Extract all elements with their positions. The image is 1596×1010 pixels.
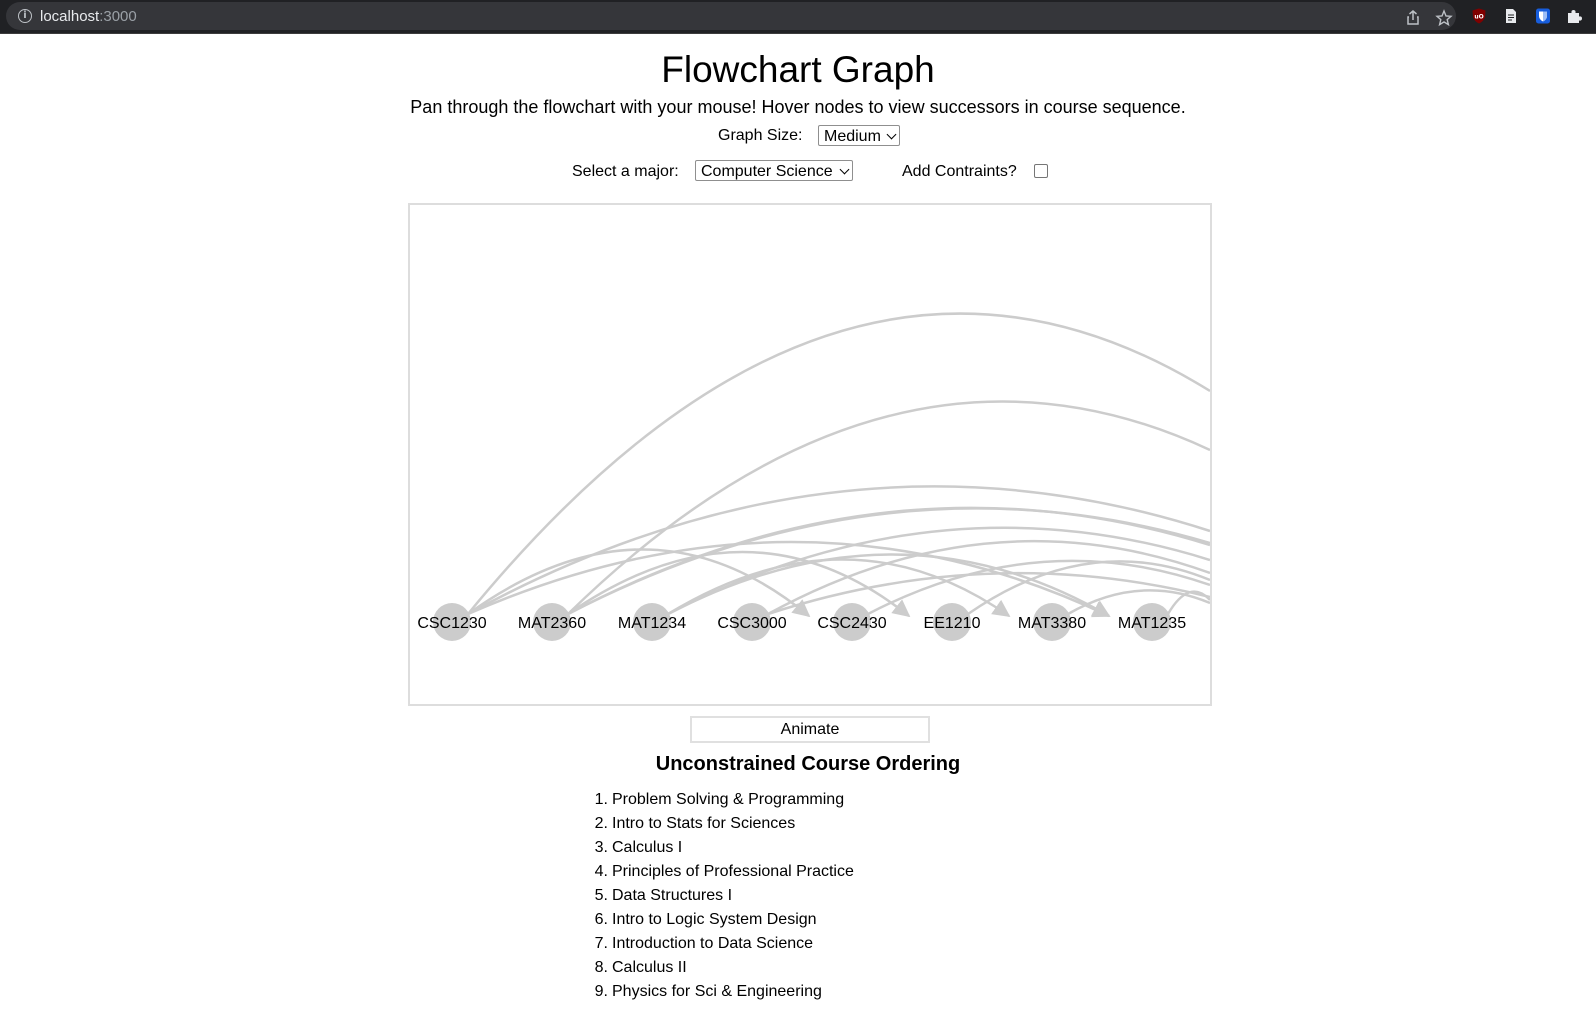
address-bar[interactable]: i localhost:3000	[6, 2, 1456, 30]
page-subtitle: Pan through the flowchart with your mous…	[410, 97, 1186, 117]
graph-edge	[667, 553, 1111, 618]
course-number: 9.	[594, 983, 608, 1000]
graph-edge	[467, 548, 811, 618]
graph-edge	[867, 559, 1210, 616]
graph-node-label: MAT2360	[518, 615, 586, 632]
course-list-item: 6. Intro to Logic System Design	[590, 908, 854, 932]
graph-node-circle[interactable]	[933, 603, 971, 641]
graph-node-label: CSC1230	[417, 615, 486, 632]
graph-node-mat1235[interactable]: MAT1235	[1118, 603, 1186, 641]
extensions-puzzle-icon[interactable]	[1565, 7, 1583, 25]
course-number: 2.	[594, 815, 608, 832]
course-list-item: 9. Physics for Sci & Engineering	[590, 980, 854, 1004]
graph-size-select[interactable]: Medium	[818, 125, 900, 146]
graph-edges	[467, 312, 1210, 618]
course-number: 8.	[594, 959, 608, 976]
course-ordering-list: 1. Problem Solving & Programming 2. Intro t…	[590, 788, 854, 1004]
graph-edge	[1067, 589, 1210, 616]
course-list-item: 7. Introduction to Data Science	[590, 932, 854, 956]
url-text: localhost:3000	[40, 8, 137, 25]
animate-button[interactable]: Animate	[690, 716, 930, 743]
graph-node-csc3000[interactable]: CSC3000	[717, 603, 787, 641]
graph-edge	[1166, 590, 1210, 615]
course-number: 5.	[594, 887, 608, 904]
graph-node-ee1210[interactable]: EE1210	[924, 603, 981, 641]
course-list-item: 4. Principles of Professional Practice	[590, 860, 854, 884]
course-name: Introduction to Data Science	[612, 935, 814, 952]
document-extension-icon[interactable]	[1502, 7, 1520, 25]
course-name: Calculus I	[612, 839, 683, 856]
course-number: 4.	[594, 863, 608, 880]
course-number: 7.	[594, 935, 608, 952]
course-name: Data Structures I	[612, 887, 733, 904]
graph-node-csc1230[interactable]: CSC1230	[417, 603, 487, 641]
bookmark-star-icon[interactable]	[1435, 9, 1453, 27]
graph-node-mat2360[interactable]: MAT2360	[518, 603, 586, 641]
course-name: Calculus II	[612, 959, 687, 976]
flowchart-graph[interactable]: CSC1230 MAT2360 MAT1234 CSC3000 CSC2430 EE121…	[408, 203, 1212, 706]
course-number: 3.	[594, 839, 608, 856]
constraints-checkbox[interactable]	[1034, 164, 1048, 178]
course-name: Principles of Professional Practice	[612, 863, 854, 880]
chevron-down-icon	[886, 129, 897, 140]
graph-edge	[467, 485, 1210, 616]
site-info-icon[interactable]: i	[18, 9, 32, 23]
graph-edge	[467, 312, 1210, 615]
ublock-extension-icon[interactable]: uO	[1470, 7, 1488, 25]
chevron-down-icon	[839, 164, 850, 175]
graph-size-label: Graph Size:	[718, 127, 803, 144]
course-list-item: 1. Problem Solving & Programming	[590, 788, 854, 812]
course-name: Intro to Stats for Sciences	[612, 815, 796, 832]
graph-node-mat3380[interactable]: MAT3380	[1018, 603, 1086, 641]
course-list-item: 2. Intro to Stats for Sciences	[590, 812, 854, 836]
course-number: 6.	[594, 911, 608, 928]
graph-node-circle[interactable]	[833, 603, 871, 641]
course-list-item: 8. Calculus II	[590, 956, 854, 980]
graph-node-circle[interactable]	[433, 603, 471, 641]
graph-node-circle[interactable]	[1033, 603, 1071, 641]
graph-nodes[interactable]: CSC1230 MAT2360 MAT1234 CSC3000 CSC2430 EE121…	[417, 603, 1186, 641]
major-select[interactable]: Computer Science	[695, 160, 853, 181]
course-name: Intro to Logic System Design	[612, 911, 817, 928]
graph-edge	[967, 560, 1210, 616]
graph-node-label: CSC2430	[817, 615, 886, 632]
svg-text:uO: uO	[1474, 14, 1483, 21]
course-list-item: 5. Data Structures I	[590, 884, 854, 908]
constraints-label: Add Contraints?	[902, 163, 1017, 180]
graph-node-label: EE1210	[924, 615, 981, 632]
graph-edge	[567, 400, 1210, 615]
course-ordering-title: Unconstrained Course Ordering	[655, 753, 961, 775]
graph-size-value: Medium	[824, 128, 881, 145]
major-label: Select a major:	[572, 163, 679, 180]
course-name: Problem Solving & Programming	[612, 791, 845, 808]
course-list-item: 3. Calculus I	[590, 836, 854, 860]
graph-node-csc2430[interactable]: CSC2430	[817, 603, 887, 641]
course-name: Physics for Sci & Engineering	[612, 983, 822, 1000]
graph-node-circle[interactable]	[733, 603, 771, 641]
page-title: Flowchart Graph	[661, 49, 935, 90]
graph-node-label: CSC3000	[717, 615, 786, 632]
graph-edge	[467, 540, 1111, 618]
graph-edge	[667, 558, 1011, 618]
graph-node-circle[interactable]	[533, 603, 571, 641]
graph-edge	[567, 506, 1210, 616]
browser-toolbar: i localhost:3000 uO	[0, 0, 1596, 34]
course-number: 1.	[594, 791, 608, 808]
graph-node-mat1234[interactable]: MAT1234	[618, 603, 686, 641]
url-host: localhost	[40, 8, 100, 25]
graph-edge	[767, 539, 1210, 616]
graph-edge	[767, 571, 1210, 616]
graph-node-label: MAT1235	[1118, 615, 1186, 632]
flowchart-svg[interactable]: CSC1230 MAT2360 MAT1234 CSC3000 CSC2430 EE121…	[410, 205, 1210, 704]
share-icon[interactable]	[1404, 9, 1422, 27]
bitwarden-extension-icon[interactable]	[1534, 7, 1552, 25]
graph-node-circle[interactable]	[633, 603, 671, 641]
url-port: :3000	[99, 8, 137, 25]
graph-node-circle[interactable]	[1133, 603, 1171, 641]
major-value: Computer Science	[701, 163, 833, 180]
graph-edge	[567, 550, 911, 618]
graph-node-label: MAT1234	[618, 615, 686, 632]
graph-node-label: MAT3380	[1018, 615, 1086, 632]
